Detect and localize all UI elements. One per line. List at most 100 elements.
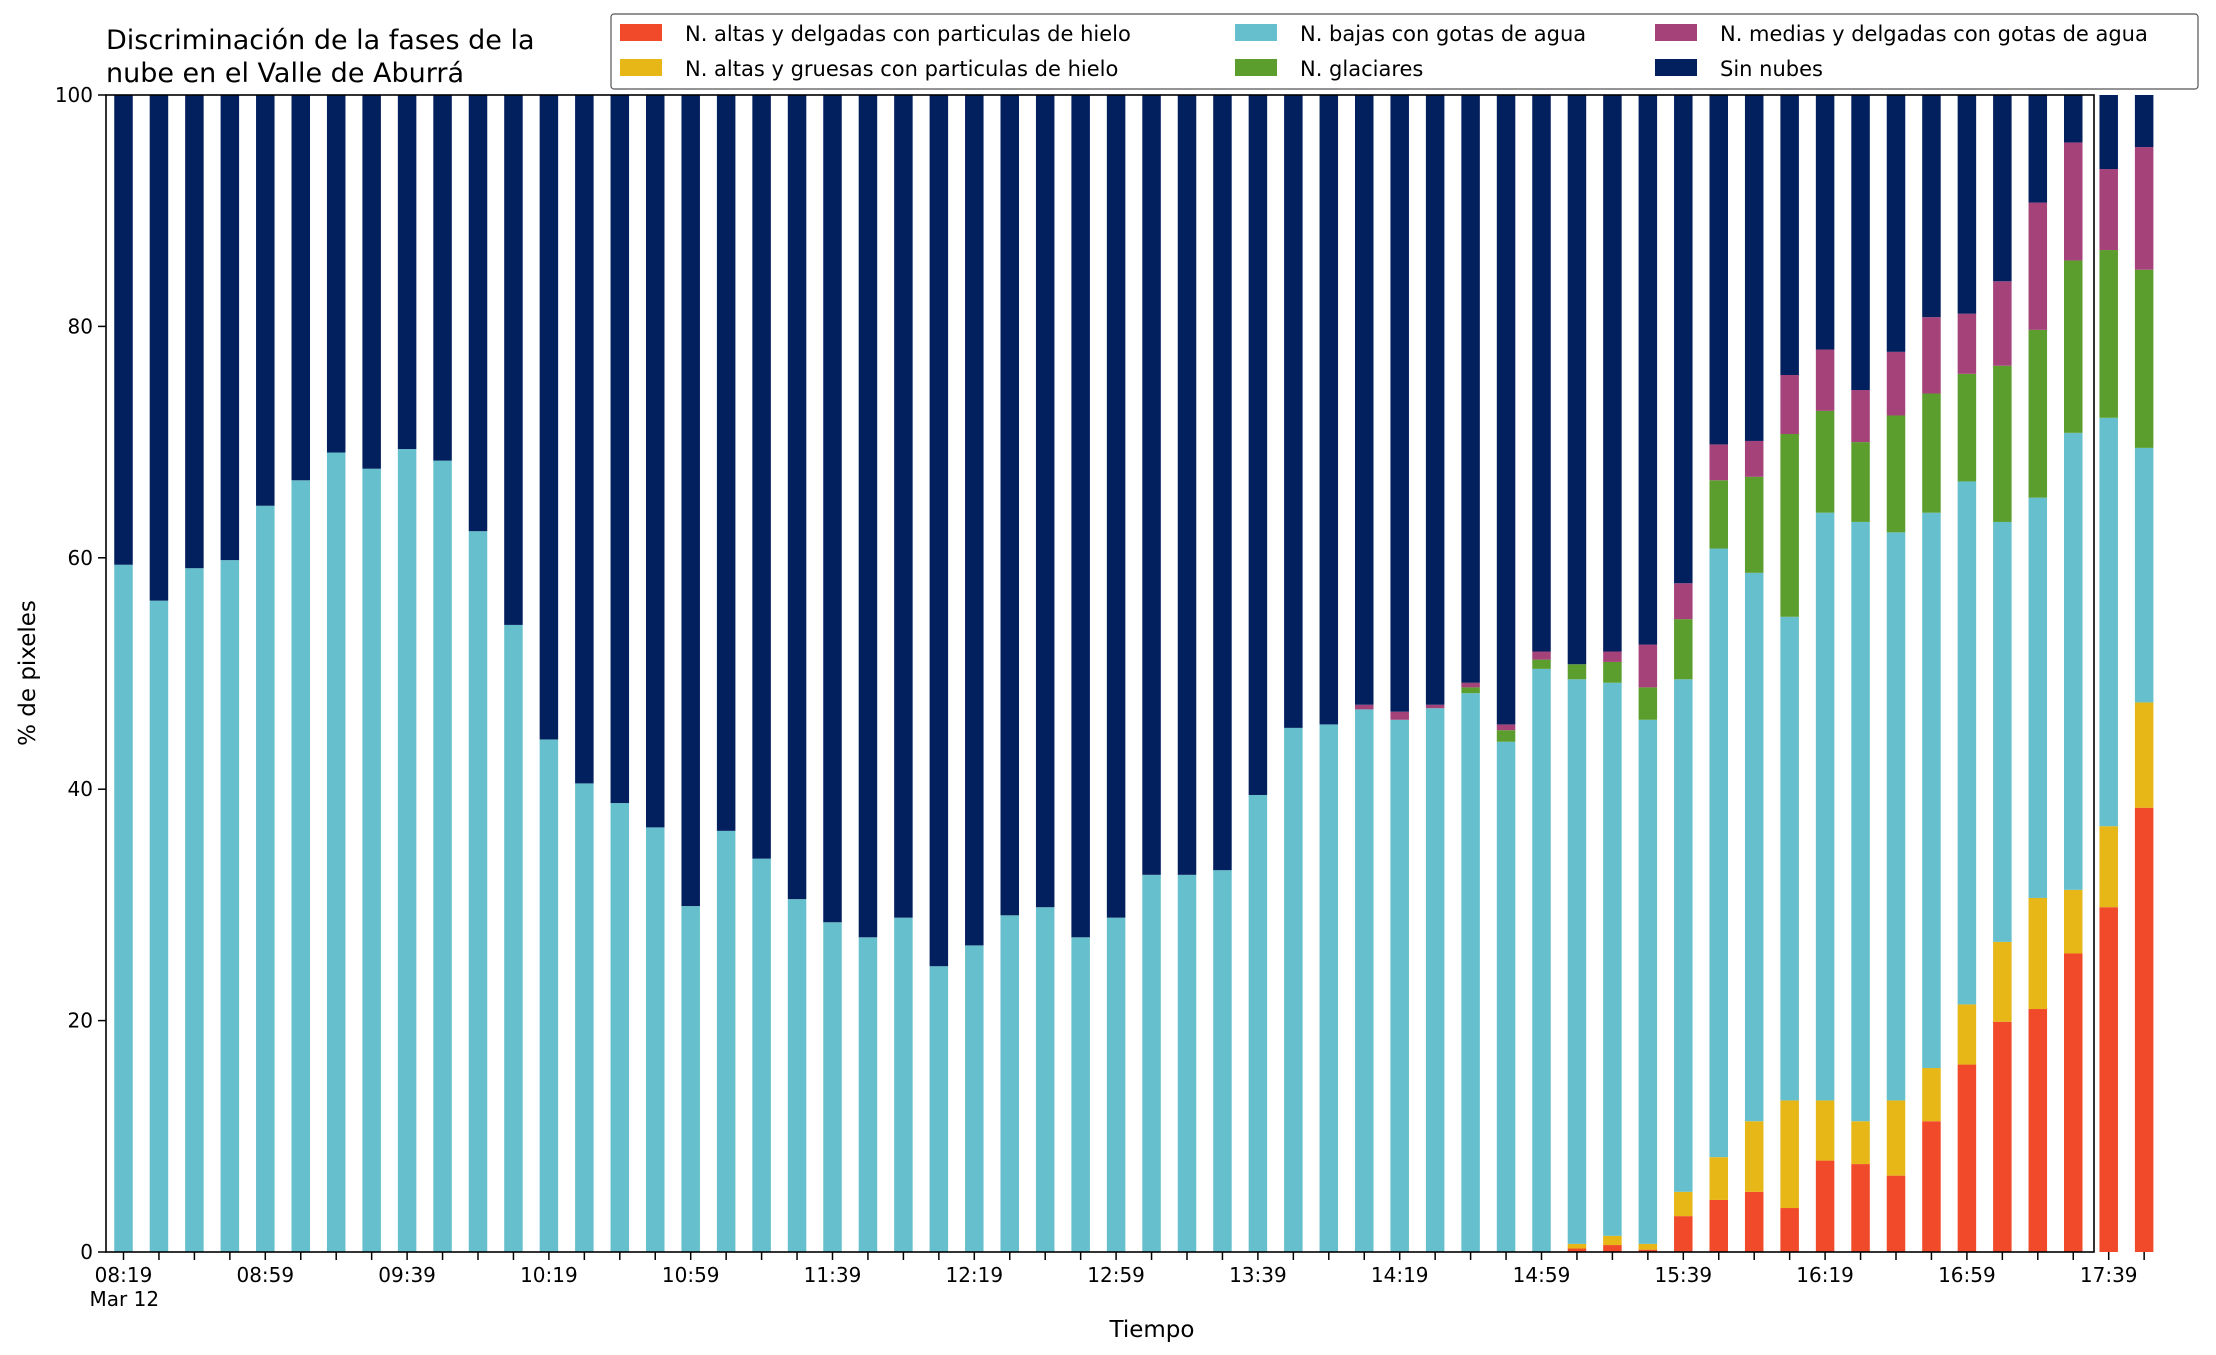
- bar-segment-series-2-17:09: [1993, 521, 2012, 942]
- legend-swatch-3: [1235, 59, 1277, 76]
- bar-segment-series-0-17:49: [2134, 807, 2154, 1252]
- bar-segment-series-5-11:19: [752, 95, 771, 859]
- bar-segment-series-5-12:19: [965, 95, 984, 946]
- x-tick-label-09:39: 09:39: [378, 1263, 436, 1287]
- bar-segment-series-2-12:59: [1106, 917, 1126, 1252]
- bar-segment-series-2-16:49: [1922, 512, 1941, 1069]
- x-tick-label-14:19: 14:19: [1371, 1263, 1429, 1287]
- bar-segment-series-1-16:19: [1815, 1100, 1835, 1161]
- bar-segment-series-2-16:39: [1886, 532, 1906, 1101]
- legend-box: [610, 13, 2199, 90]
- bar-segment-series-2-11:19: [752, 858, 771, 1252]
- bar-segment-series-2-14:49: [1496, 741, 1516, 1252]
- bar-segment-series-2-13:39: [1248, 794, 1268, 1252]
- chart-title-line-2: nube en el Valle de Aburrá: [106, 58, 464, 89]
- bar-segment-series-5-15:39: [1674, 95, 1693, 584]
- bar-segment-series-5-11:59: [894, 95, 913, 918]
- bar-segment-series-5-14:29: [1425, 95, 1445, 705]
- bar-segment-series-0-17:29: [2064, 953, 2083, 1252]
- legend-label-5: Sin nubes: [1720, 57, 1823, 81]
- bar-segment-series-2-16:09: [1780, 616, 1799, 1101]
- bar-segment-series-2-15:49: [1709, 548, 1728, 1158]
- x-tick-label-17:39: 17:39: [2080, 1263, 2138, 1287]
- bar-segment-series-5-12:59: [1106, 95, 1126, 918]
- bar-segment-series-5-13:49: [1284, 95, 1303, 728]
- x-tick-sublabel: Mar 12: [90, 1287, 160, 1311]
- bar-segment-series-2-11:49: [858, 937, 878, 1252]
- bar-segment-series-2-14:29: [1425, 708, 1445, 1252]
- bar-segment-series-5-09:09: [291, 95, 310, 481]
- bar-segment-series-5-08:29: [149, 95, 169, 601]
- bar-segment-series-4-14:39: [1461, 682, 1480, 688]
- bar-segment-series-2-15:19: [1603, 682, 1622, 1236]
- chart-title-line-1: Discriminación de la fases de la: [106, 25, 535, 56]
- bar-segment-series-2-12:39: [1035, 907, 1055, 1252]
- bar-segment-series-3-15:49: [1709, 480, 1728, 549]
- bar-segment-series-2-10:59: [681, 906, 700, 1252]
- bar-segment-series-1-17:09: [1993, 941, 2012, 1022]
- bar-segment-series-5-08:59: [256, 95, 275, 506]
- bar-segment-series-2-09:39: [397, 449, 417, 1252]
- bar-segment-series-1-15:49: [1709, 1157, 1728, 1200]
- bar-segment-series-2-13:19: [1177, 874, 1197, 1252]
- bar-segment-series-0-16:19: [1815, 1160, 1835, 1252]
- bar-segment-series-3-16:49: [1922, 393, 1941, 513]
- bar-segment-series-0-15:09: [1567, 1248, 1587, 1252]
- legend: N. altas y delgadas con particulas de hi…: [610, 13, 2199, 90]
- y-tick-label-40: 40: [68, 777, 93, 801]
- bar-segment-series-2-10:09: [504, 624, 523, 1252]
- bar-segment-series-5-14:19: [1390, 95, 1409, 712]
- bar-segment-series-2-17:49: [2134, 447, 2154, 703]
- legend-swatch-2: [1235, 24, 1277, 41]
- bar-segment-series-5-15:19: [1603, 95, 1622, 652]
- plot-frame: [105, 94, 2095, 1253]
- bar-segment-series-0-16:39: [1886, 1175, 1906, 1252]
- bar-segment-series-0-15:39: [1674, 1216, 1693, 1252]
- legend-swatch-5: [1655, 59, 1697, 76]
- bar-segment-series-4-15:59: [1744, 440, 1764, 477]
- x-tick-label-16:59: 16:59: [1938, 1263, 1996, 1287]
- bar-segment-series-3-14:39: [1461, 687, 1480, 694]
- bar-segment-series-5-09:59: [468, 95, 488, 532]
- y-axis-label: % de pixeles: [15, 600, 41, 746]
- bar-segment-series-1-15:09: [1567, 1243, 1587, 1249]
- bar-segment-series-4-15:39: [1674, 583, 1693, 620]
- bar-segment-series-2-09:09: [291, 480, 310, 1252]
- bar-segment-series-5-12:39: [1035, 95, 1055, 908]
- bar-segment-series-5-12:49: [1071, 95, 1090, 938]
- bar-segment-series-3-17:09: [1993, 365, 2012, 522]
- bar-segment-series-1-16:49: [1922, 1068, 1941, 1122]
- bar-segment-series-5-10:09: [504, 95, 523, 625]
- bar-segment-series-2-15:29: [1638, 719, 1658, 1244]
- bar-segment-series-5-12:09: [929, 95, 949, 967]
- bar-segment-series-5-13:19: [1177, 95, 1197, 875]
- bar-segment-series-5-13:39: [1248, 95, 1268, 795]
- bar-segment-series-5-15:09: [1567, 95, 1587, 665]
- legend-label-0: N. altas y delgadas con particulas de hi…: [685, 22, 1131, 46]
- bar-segment-series-2-17:19: [2028, 497, 2048, 898]
- bar-segment-series-1-15:19: [1603, 1235, 1622, 1246]
- y-tick-label-100: 100: [55, 83, 93, 107]
- bar-segment-series-5-12:29: [1000, 95, 1019, 916]
- y-tick-label-0: 0: [80, 1240, 93, 1264]
- y-tick-label-60: 60: [68, 546, 93, 570]
- bar-segment-series-3-17:29: [2064, 260, 2083, 433]
- bar-segment-series-2-16:29: [1851, 521, 1870, 1122]
- bar-segment-series-1-17:49: [2134, 702, 2154, 808]
- bar-segment-series-5-09:39: [397, 95, 417, 450]
- bar-segment-series-2-15:09: [1567, 679, 1587, 1244]
- bar-segment-series-5-16:49: [1922, 95, 1941, 318]
- bar-segment-series-4-16:29: [1851, 390, 1870, 443]
- bar-segment-series-2-12:19: [965, 945, 984, 1252]
- bar-segment-series-2-16:59: [1957, 481, 1977, 1005]
- bar-segment-series-4-15:19: [1603, 651, 1622, 662]
- bar-segment-series-2-08:29: [149, 600, 169, 1252]
- bar-segment-series-5-11:29: [787, 95, 807, 900]
- bar-segment-series-3-17:49: [2134, 269, 2154, 448]
- bar-segment-series-4-17:49: [2134, 147, 2154, 270]
- bar-segment-series-5-14:49: [1496, 95, 1516, 725]
- y-tick-label-20: 20: [68, 1009, 93, 1033]
- bar-segment-series-1-16:59: [1957, 1004, 1977, 1065]
- bar-segment-series-4-14:29: [1425, 704, 1445, 709]
